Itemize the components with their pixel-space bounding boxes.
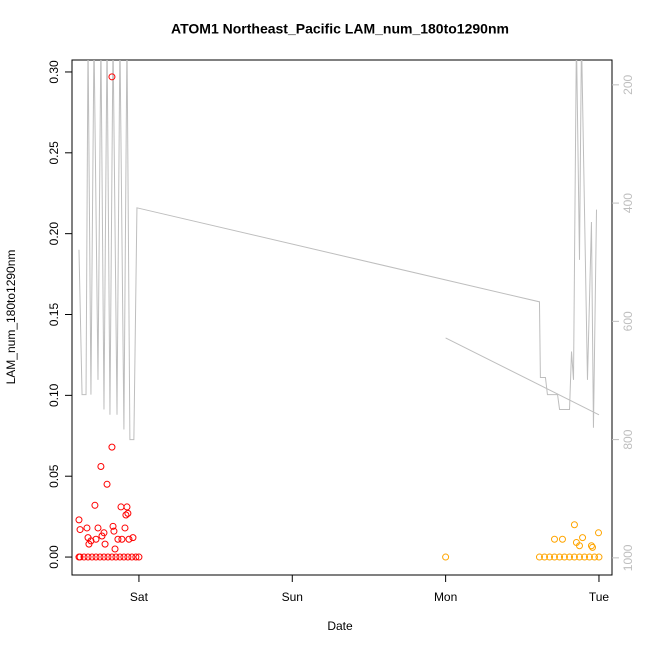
y-tick-label: 0.30 — [47, 60, 61, 84]
data-point — [121, 524, 129, 532]
data-point — [123, 503, 131, 511]
data-point — [122, 511, 130, 519]
data-point — [103, 480, 111, 488]
data-point — [109, 522, 117, 530]
data-point — [570, 521, 578, 529]
y-tick-label: 0.25 — [47, 141, 61, 165]
data-point — [595, 553, 603, 561]
plot-frame — [71, 59, 613, 576]
data-point — [75, 516, 83, 524]
data-point — [76, 526, 84, 534]
data-point — [550, 535, 558, 543]
data-point — [92, 553, 100, 561]
plot-area — [75, 60, 603, 561]
data-point — [587, 542, 595, 550]
data-point — [118, 535, 126, 543]
data-point — [76, 553, 84, 561]
y-tick-label: 0.05 — [47, 464, 61, 488]
data-point — [575, 542, 583, 550]
x-tick-label: Tue — [589, 590, 610, 604]
data-point — [124, 553, 132, 561]
y2-tick-label: 600 — [621, 311, 635, 331]
data-point — [566, 553, 574, 561]
data-point — [129, 534, 137, 542]
data-point — [111, 545, 119, 553]
data-point — [108, 73, 116, 81]
data-point — [92, 535, 100, 543]
data-point — [135, 553, 143, 561]
chart-title: ATOM1 Northeast_Pacific LAM_num_180to129… — [171, 21, 509, 37]
data-point — [535, 553, 543, 561]
data-point — [550, 553, 558, 561]
data-point — [570, 553, 578, 561]
data-point — [87, 537, 95, 545]
data-point — [120, 553, 128, 561]
y2-tick-label: 1000 — [621, 544, 635, 571]
data-point — [579, 534, 587, 542]
x-tick-label: Mon — [434, 590, 457, 604]
data-point — [112, 553, 120, 561]
data-point — [94, 524, 102, 532]
y-tick-label: 0.00 — [47, 545, 61, 569]
data-point — [124, 509, 132, 517]
data-point — [541, 553, 549, 561]
data-point — [128, 553, 136, 561]
data-point — [442, 553, 450, 561]
data-point — [84, 553, 92, 561]
data-point — [575, 553, 583, 561]
y2-tick-label: 400 — [621, 193, 635, 213]
data-point — [88, 553, 96, 561]
data-point — [591, 553, 599, 561]
y2-tick-label: 800 — [621, 429, 635, 449]
y-tick-label: 0.20 — [47, 222, 61, 246]
data-point — [116, 553, 124, 561]
y-tick-label: 0.15 — [47, 303, 61, 327]
data-point — [125, 535, 133, 543]
data-point — [589, 543, 597, 551]
data-point — [546, 553, 554, 561]
data-point — [108, 553, 116, 561]
data-point — [100, 553, 108, 561]
data-point — [556, 553, 564, 561]
data-point — [104, 553, 112, 561]
x-axis-label: Date — [327, 619, 353, 633]
y-axis-label: LAM_num_180to1290nm — [4, 250, 18, 385]
data-point — [96, 553, 104, 561]
data-line — [78, 60, 600, 441]
y-tick-label: 0.10 — [47, 383, 61, 407]
data-point — [595, 529, 603, 537]
data-point — [581, 553, 589, 561]
y2-tick-label: 200 — [621, 75, 635, 95]
data-point — [585, 553, 593, 561]
data-point — [114, 535, 122, 543]
data-point — [132, 553, 140, 561]
x-tick-label: Sat — [130, 590, 149, 604]
data-point — [558, 535, 566, 543]
data-point — [83, 524, 91, 532]
data-point — [100, 529, 108, 537]
data-point — [108, 443, 116, 451]
data-point — [80, 553, 88, 561]
data-point — [91, 501, 99, 509]
data-point — [560, 553, 568, 561]
data-point — [97, 463, 105, 471]
data-point — [101, 540, 109, 548]
data-point — [110, 527, 118, 535]
x-tick-label: Sun — [282, 590, 303, 604]
